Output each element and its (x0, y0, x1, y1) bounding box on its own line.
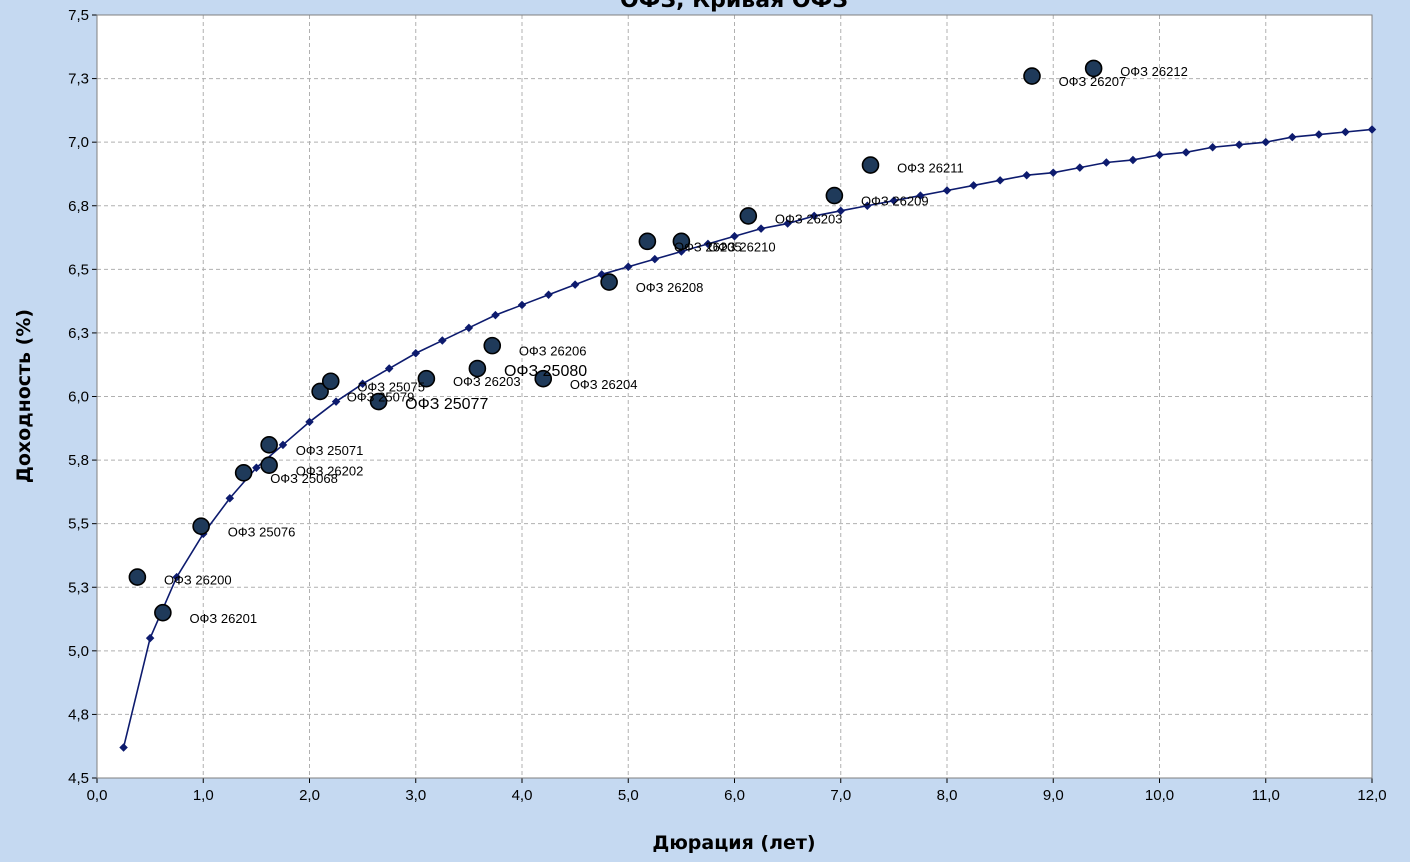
x-tick-label: 6,0 (724, 787, 745, 804)
bond-label: ОФЗ 26205 (674, 239, 742, 254)
grid-lines (97, 15, 1372, 778)
y-tick-label: 4,8 (68, 706, 89, 723)
bond-point (260, 456, 278, 474)
bond-label: ОФЗ 26212 (1120, 64, 1188, 79)
y-axis-title: Доходность (%) (13, 309, 35, 483)
y-tick-label: 5,5 (68, 516, 89, 533)
curve-point (650, 254, 660, 264)
bond-label: ОФЗ 26201 (189, 611, 257, 626)
y-tick-label: 6,3 (68, 325, 89, 342)
chart-title: ОФЗ, Кривая ОФЗ (620, 0, 848, 13)
bond-point (739, 207, 758, 225)
bond-point (311, 382, 329, 401)
y-tick-label: 5,0 (68, 643, 89, 660)
x-tick-label: 0,0 (87, 787, 108, 804)
bond-label: ОФЗ 26200 (164, 573, 232, 588)
x-tick-label: 5,0 (618, 787, 639, 804)
curve-point (544, 290, 553, 300)
curve-point (331, 397, 341, 406)
curve-point (570, 280, 580, 289)
y-tick-label: 6,0 (68, 389, 89, 406)
bond-point (192, 517, 210, 536)
curve-point (491, 310, 500, 320)
bond-label: ОФЗ 26211 (897, 161, 964, 176)
curve-point (305, 417, 314, 427)
axis-ticks: 0,0 1,0 2,0 3,0 4,0 5,0 6,0 7,0 8,0 9,0 10,0 11,0 12… (68, 7, 1386, 804)
curve-point (464, 323, 474, 333)
curve-point (438, 336, 447, 345)
y-tick-label: 5,3 (68, 579, 89, 596)
x-axis-title: Дюрация (лет) (652, 832, 815, 854)
bond-label: ОФЗ 26203 (453, 374, 521, 389)
x-tick-label: 4,0 (512, 787, 533, 804)
y-tick-label: 7,5 (68, 7, 89, 24)
bond-label: ОФЗ 25076 (228, 524, 296, 539)
bond-label: ОФЗ 26210 (708, 239, 776, 254)
curve-point (517, 300, 527, 310)
bond-point (321, 372, 340, 391)
curve-point (358, 379, 367, 389)
y-tick-label: 7,3 (68, 71, 89, 88)
bond-point (483, 336, 502, 355)
bond-point (600, 273, 618, 291)
bond-label: ОФЗ 26203 (775, 211, 843, 226)
bond-point (638, 232, 657, 251)
curve-point (278, 440, 288, 450)
x-tick-label: 1,0 (193, 787, 214, 804)
curve-point (411, 349, 420, 358)
yield-curve-line (122, 128, 1373, 748)
bond-label: ОФЗ 26208 (636, 280, 704, 295)
bond-point (468, 359, 487, 378)
curve-point (252, 463, 261, 472)
bond-point (534, 369, 553, 388)
bond-point (417, 369, 436, 388)
bond-label: ОФЗ 25071 (296, 443, 364, 458)
x-tick-label: 10,0 (1145, 787, 1174, 804)
x-tick-label: 7,0 (830, 787, 851, 804)
y-tick-label: 6,8 (68, 198, 89, 215)
plot-border (96, 14, 1373, 779)
bond-point (1023, 67, 1041, 85)
bond-point (825, 186, 844, 205)
bond-label: ОФЗ 26202 (296, 463, 364, 478)
bond-point (1084, 59, 1103, 78)
y-tick-label: 5,8 (68, 452, 89, 469)
bond-point (260, 436, 278, 454)
x-tick-label: 9,0 (1043, 787, 1064, 804)
bond-label: ОФЗ 25075 (357, 379, 425, 394)
bond-point (369, 392, 388, 411)
x-tick-label: 3,0 (405, 787, 426, 804)
x-tick-label: 2,0 (299, 787, 320, 804)
bond-point (128, 568, 147, 586)
bond-label: ОФЗ 26206 (519, 344, 587, 359)
bond-point (154, 603, 172, 622)
bond-label: ОФЗ 26207 (1059, 74, 1127, 89)
x-tick-label: 11,0 (1252, 787, 1280, 804)
curve-point (624, 262, 633, 272)
y-tick-label: 6,5 (68, 261, 89, 278)
bond-label: ОФЗ 25080 (504, 363, 587, 380)
x-tick-label: 12,0 (1357, 787, 1386, 804)
bond-label: ОФЗ 25068 (270, 471, 338, 486)
bond-label: ОФЗ 26204 (570, 377, 638, 392)
y-tick-label: 7,0 (68, 134, 89, 151)
x-tick-label: 8,0 (937, 787, 958, 804)
bond-point (861, 156, 880, 174)
bond-label: ОФЗ 25079 (347, 390, 415, 405)
curve-point (384, 364, 394, 373)
bond-point (234, 463, 253, 482)
curve-point (225, 493, 235, 503)
bond-point (672, 232, 691, 251)
bond-label: ОФЗ 25077 (405, 396, 488, 413)
y-tick-label: 4,5 (68, 770, 89, 787)
bond-label: ОФЗ 26209 (861, 194, 929, 209)
